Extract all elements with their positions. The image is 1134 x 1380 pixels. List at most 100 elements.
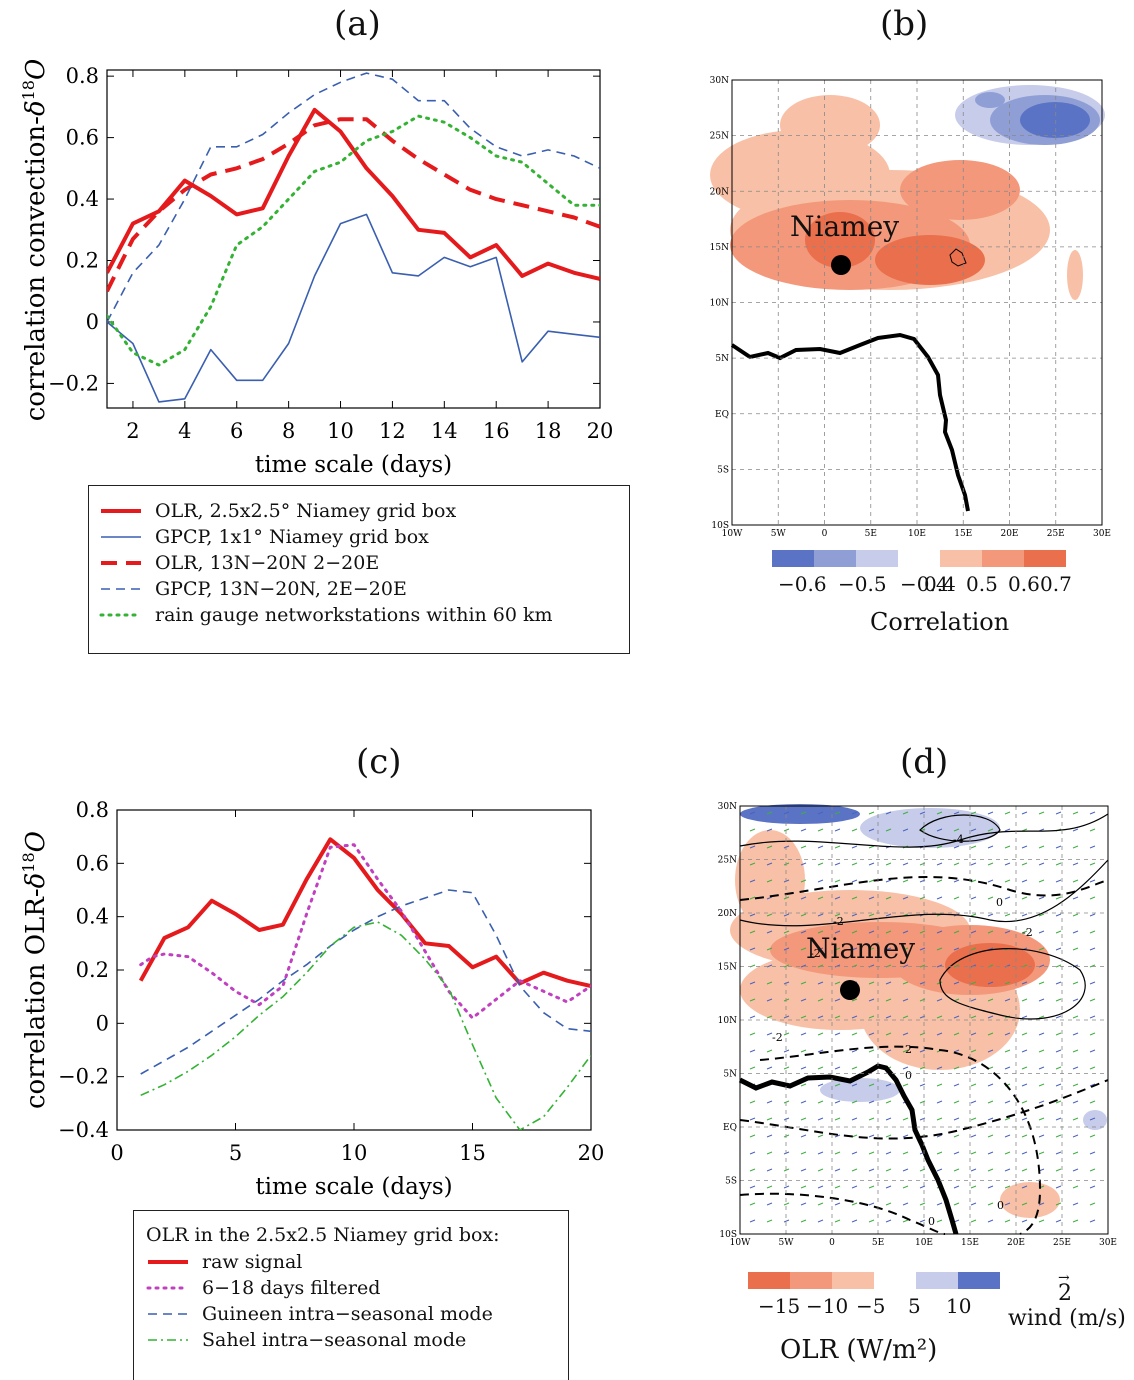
wind-vector [1038, 1151, 1045, 1155]
wind-vector [987, 1100, 994, 1104]
wind-vector [1038, 1015, 1045, 1019]
wind-vector [1072, 1134, 1079, 1138]
wind-vector [800, 1134, 807, 1138]
wind-vector [1021, 811, 1028, 815]
wind-vector [817, 845, 824, 849]
colorbar-tick-label: −0.6 [778, 572, 827, 596]
legend-c-item: 6−18 days filtered [146, 1275, 568, 1301]
wind-vector [1089, 981, 1096, 985]
wind-vector [766, 913, 773, 917]
wind-vector [902, 1032, 909, 1036]
wind-vector [885, 1151, 892, 1155]
wind-vector [749, 1202, 756, 1206]
lon-tick-label: 0 [822, 529, 828, 539]
legend-swatch [101, 588, 141, 590]
wind-vector [1055, 930, 1062, 934]
lon-tick-label: 30E [1093, 529, 1111, 539]
series-line-3 [107, 72, 600, 323]
wind-vector [1004, 1219, 1011, 1223]
wind-vector [1004, 998, 1011, 1002]
wind-vector [1055, 998, 1062, 1002]
wind-vector [970, 930, 977, 934]
wind-vector [817, 1219, 824, 1223]
wind-vector [1055, 1219, 1062, 1223]
y-tick-label: 0.2 [76, 958, 109, 982]
wind-vector [766, 1100, 773, 1104]
contour-label: -2 [1022, 926, 1033, 939]
series-line-4 [107, 114, 600, 367]
correlation-patch [740, 804, 860, 824]
lon-tick-label: 5W [779, 1238, 795, 1248]
wind-vector [1089, 811, 1096, 815]
legend-swatch [99, 613, 143, 617]
contour-solid [739, 859, 1109, 927]
series-line-1 [107, 213, 600, 403]
legend-swatch [101, 536, 141, 538]
wind-vector [1055, 913, 1062, 917]
colorbar-cell [832, 1272, 874, 1289]
wind-vector [834, 1015, 841, 1019]
wind-vector [834, 981, 841, 985]
wind-vector [1021, 930, 1028, 934]
wind-vector [1072, 811, 1079, 815]
wind-vector [749, 930, 756, 934]
wind-vector [902, 862, 909, 866]
wind-vector [885, 1185, 892, 1189]
legend-a-item: OLR, 13N−20N 2−20E [99, 550, 629, 576]
y-tick-label: 0.4 [66, 187, 99, 211]
wind-vector [800, 1032, 807, 1036]
panel-b-title: (b) [880, 4, 929, 44]
wind-vector [885, 1049, 892, 1053]
legend-swatch [101, 509, 141, 513]
wind-vector [987, 1202, 994, 1206]
correlation-patch [875, 235, 985, 285]
colorbar-cell [856, 550, 898, 567]
wind-vector [817, 862, 824, 866]
wind-vector [919, 964, 926, 968]
y-tick-label: 0.2 [66, 249, 99, 273]
wind-vector [868, 1032, 875, 1036]
wind-vector [1072, 1202, 1079, 1206]
wind-vector [970, 981, 977, 985]
contour-label: -2 [833, 915, 844, 928]
wind-vector [970, 879, 977, 883]
wind-vector [783, 1185, 790, 1189]
wind-vector [919, 811, 926, 815]
wind-vector [1089, 964, 1096, 968]
wind-vector [851, 1117, 858, 1121]
wind-vector [987, 828, 994, 832]
colorbar-d-title: OLR (W/m²) [780, 1335, 938, 1365]
correlation-patch [735, 830, 805, 930]
wind-vector [1038, 913, 1045, 917]
wind-vector [766, 811, 773, 815]
wind-vector [783, 930, 790, 934]
wind-vector [749, 1066, 756, 1070]
colorbar-cell [982, 550, 1024, 567]
x-tick-label: 18 [535, 419, 562, 443]
wind-vector [953, 1083, 960, 1087]
wind-vector [766, 862, 773, 866]
wind-vector [953, 1151, 960, 1155]
wind-vector [987, 1219, 994, 1223]
wind-vector [766, 896, 773, 900]
wind-vector [1072, 1083, 1079, 1087]
wind-scale-arrow-icon: → [1058, 1270, 1070, 1286]
wind-vector [800, 845, 807, 849]
wind-vector [868, 1049, 875, 1053]
wind-vector [783, 811, 790, 815]
wind-vector [936, 981, 943, 985]
wind-vector [817, 1117, 824, 1121]
wind-vector [1055, 1032, 1062, 1036]
x-tick-label: 10 [327, 419, 354, 443]
colorbar-d: −15 −10 −5 5 10 [748, 1272, 1008, 1332]
wind-vector [817, 1151, 824, 1155]
wind-vector [953, 1032, 960, 1036]
wind-vector [1072, 1168, 1079, 1172]
wind-vector [1004, 862, 1011, 866]
lat-tick-label: EQ [723, 1123, 737, 1133]
wind-vector [800, 913, 807, 917]
colorbar-tick-label: 5 [908, 1294, 921, 1318]
wind-vector [1038, 862, 1045, 866]
wind-vector [834, 947, 841, 951]
legend-swatch [148, 1313, 188, 1315]
